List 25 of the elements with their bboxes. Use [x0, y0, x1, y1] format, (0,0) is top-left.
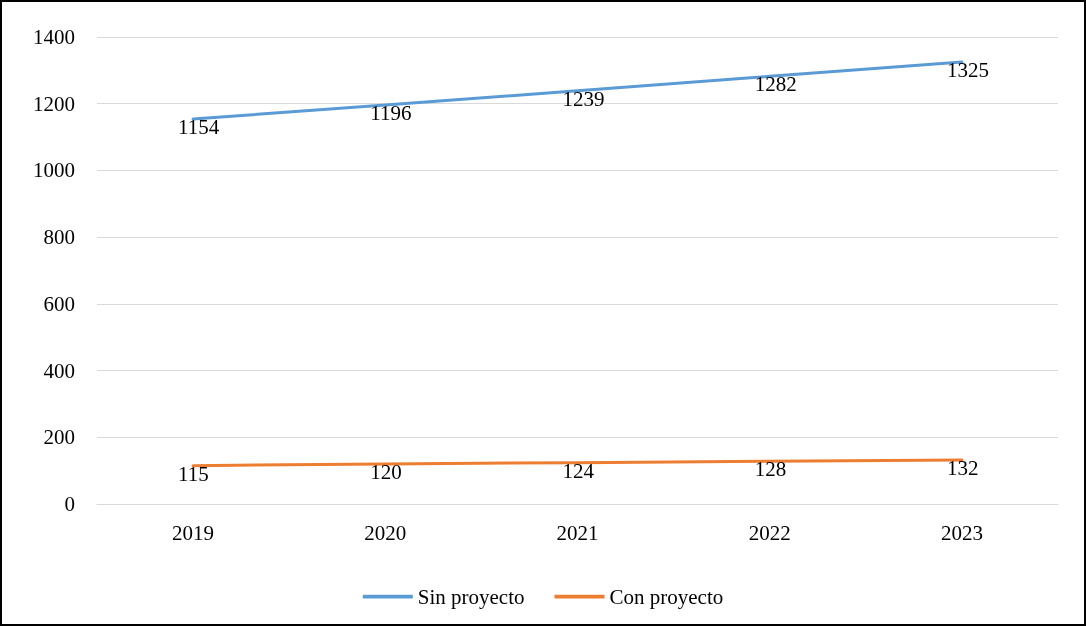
data-label: 1325	[946, 58, 989, 83]
data-label: 1196	[370, 101, 412, 126]
data-label: 132	[946, 455, 979, 480]
data-label: 124	[562, 458, 595, 483]
y-tick-label: 800	[43, 225, 75, 250]
data-label: 1239	[562, 86, 605, 111]
data-label: 120	[370, 459, 402, 484]
legend-label: Sin proyecto	[417, 584, 525, 609]
legend-label: Con proyecto	[609, 584, 724, 609]
y-tick-label: 0	[64, 492, 75, 516]
y-tick-label: 600	[43, 291, 75, 316]
x-tick-label: 2023	[940, 520, 983, 545]
y-tick-label: 1000	[33, 158, 75, 183]
x-tick-label: 2022	[748, 520, 791, 545]
x-tick-label: 2019	[172, 520, 215, 545]
y-tick-label: 1200	[33, 91, 75, 116]
data-label: 128	[754, 457, 787, 482]
y-tick-label: 200	[43, 425, 75, 450]
data-label: 115	[178, 461, 209, 486]
x-tick-label: 2020	[364, 520, 407, 545]
y-tick-label: 400	[43, 358, 75, 383]
data-label: 1282	[754, 72, 797, 97]
x-tick-label: 2021	[556, 520, 599, 545]
data-label: 1154	[178, 115, 220, 140]
y-tick-label: 1400	[33, 25, 75, 49]
